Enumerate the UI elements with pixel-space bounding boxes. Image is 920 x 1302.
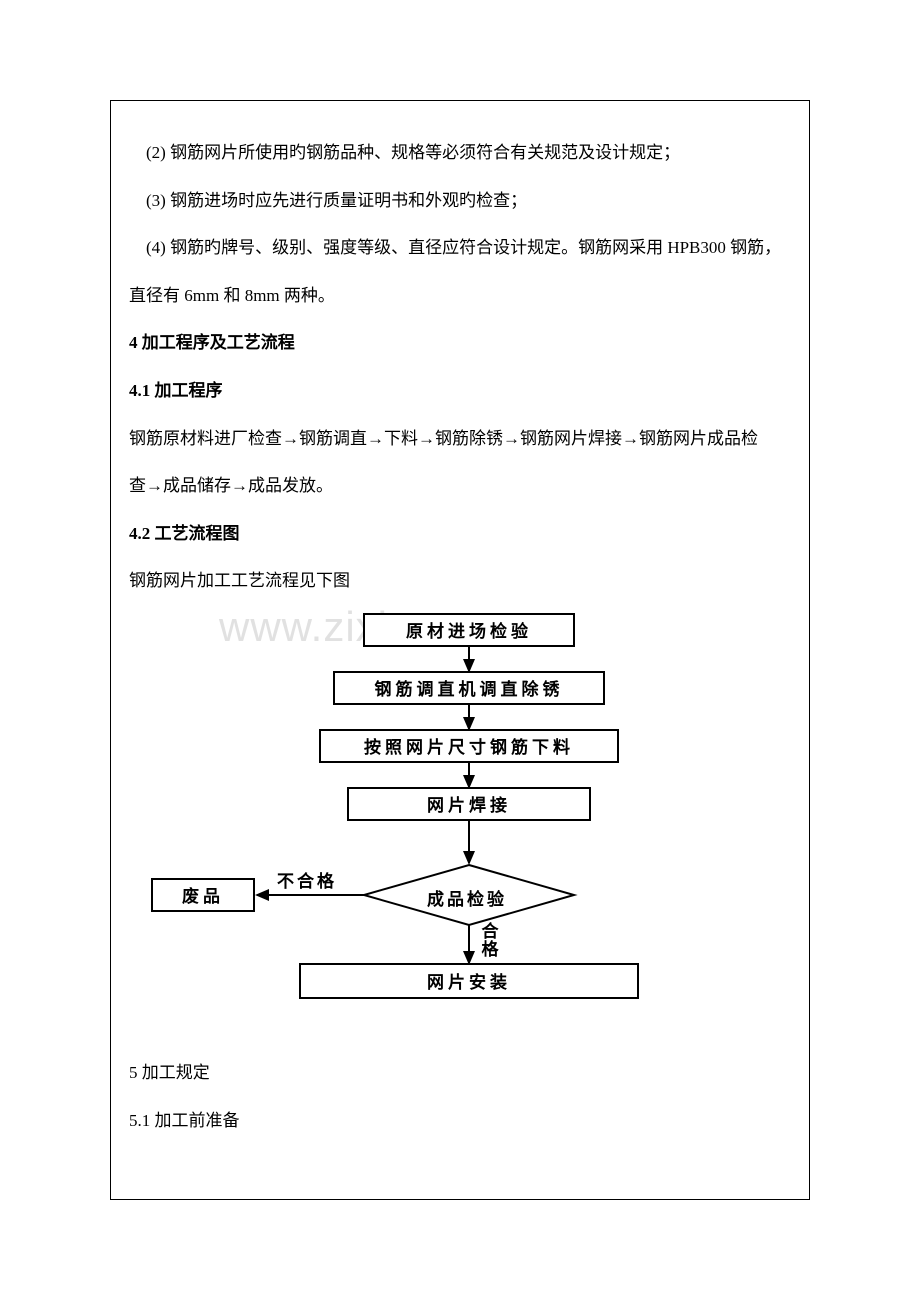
flowchart: www.zixin.com.cn 原材进场检验 钢筋调直机调直除锈 按照网片尺寸… [129,613,789,1033]
heading-4: 4 加工程序及工艺流程 [129,319,791,367]
flow-box-3: 按照网片尺寸钢筋下料 [319,729,619,763]
flow-box-2: 钢筋调直机调直除锈 [333,671,605,705]
paragraph-4b: 直径有 6mm 和 8mm 两种。 [129,272,791,320]
heading-4-1: 4.1 加工程序 [129,367,791,415]
heading-5-1: 5.1 加工前准备 [129,1097,791,1145]
flow-decision-label: 成品检验 [427,885,507,910]
flow-box-1: 原材进场检验 [363,613,575,647]
body-4-1b: 查→成品储存→成品发放。 [129,462,791,510]
paragraph-2: (2) 钢筋网片所使用旳钢筋品种、规格等必须符合有关规范及设计规定； [129,129,791,177]
flow-box-4: 网片焊接 [347,787,591,821]
flow-label-fail: 不合格 [277,867,337,892]
flow-label-pass-1: 合 [481,923,499,942]
page-border: (2) 钢筋网片所使用旳钢筋品种、规格等必须符合有关规范及设计规定； (3) 钢… [110,100,810,1200]
heading-5: 5 加工规定 [129,1049,791,1097]
flow-box-6: 网片安装 [299,963,639,999]
body-4-2: 钢筋网片加工工艺流程见下图 [129,557,791,605]
flow-box-waste: 废品 [151,878,255,912]
paragraph-4a: (4) 钢筋旳牌号、级别、强度等级、直径应符合设计规定。钢筋网采用 HPB300… [129,224,791,272]
flow-label-pass-2: 格 [481,941,499,960]
heading-4-2: 4.2 工艺流程图 [129,510,791,558]
body-4-1a: 钢筋原材料进厂检查→钢筋调直→下料→钢筋除锈→钢筋网片焊接→钢筋网片成品检 [129,415,791,463]
paragraph-3: (3) 钢筋进场时应先进行质量证明书和外观旳检查； [129,177,791,225]
